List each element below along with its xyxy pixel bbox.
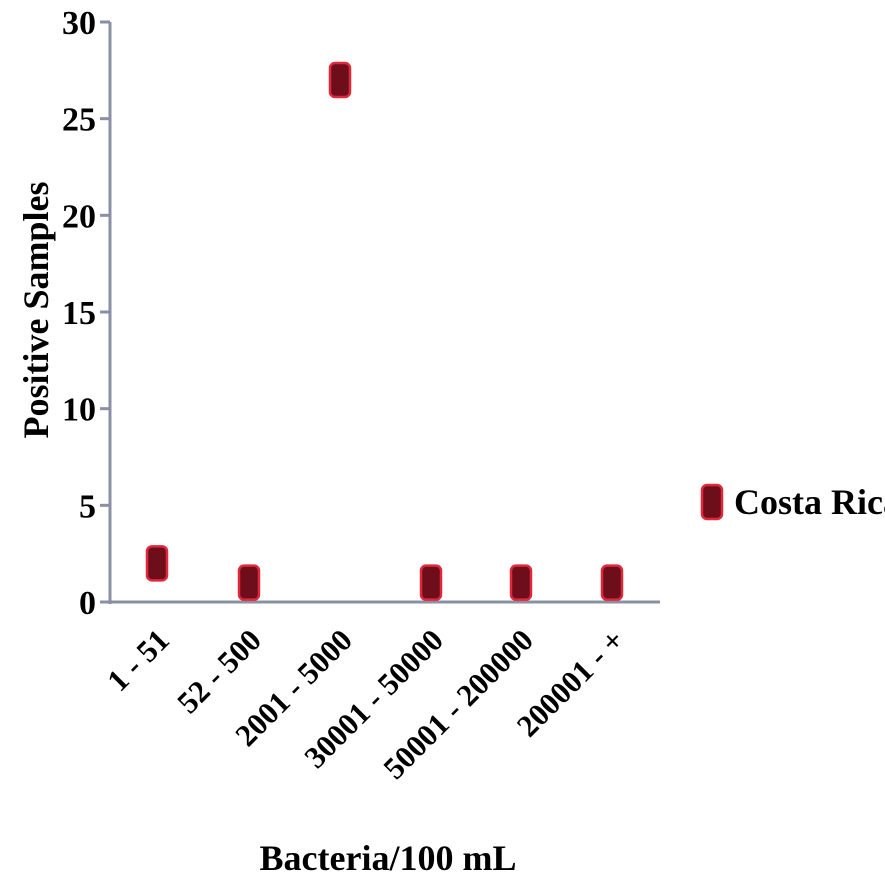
- legend-label-costa-rica: Costa Rica: [734, 482, 885, 522]
- data-point: [145, 545, 169, 582]
- y-axis-title: Positive Samples: [16, 182, 56, 439]
- y-tick-label: 30: [62, 5, 96, 42]
- data-point: [328, 61, 352, 99]
- y-tick-label: 25: [62, 102, 96, 139]
- data-point: [509, 564, 533, 601]
- legend-marker: [700, 483, 724, 521]
- y-tick-label: 20: [62, 198, 96, 235]
- y-tick-label: 10: [62, 392, 96, 429]
- data-point: [419, 564, 443, 601]
- data-point: [237, 564, 261, 601]
- y-tick-label: 5: [79, 488, 96, 525]
- y-tick-label: 15: [62, 295, 96, 332]
- x-tick-label: 1 - 51: [100, 622, 176, 698]
- x-axis-title: Bacteria/100 mL: [260, 838, 517, 878]
- y-axis: 0 5 10 15 20 25 30: [62, 5, 112, 622]
- y-tick-label: 0: [79, 585, 96, 622]
- data-point: [600, 564, 624, 601]
- data-points: [145, 61, 624, 601]
- legend: Costa Rica: [700, 482, 885, 522]
